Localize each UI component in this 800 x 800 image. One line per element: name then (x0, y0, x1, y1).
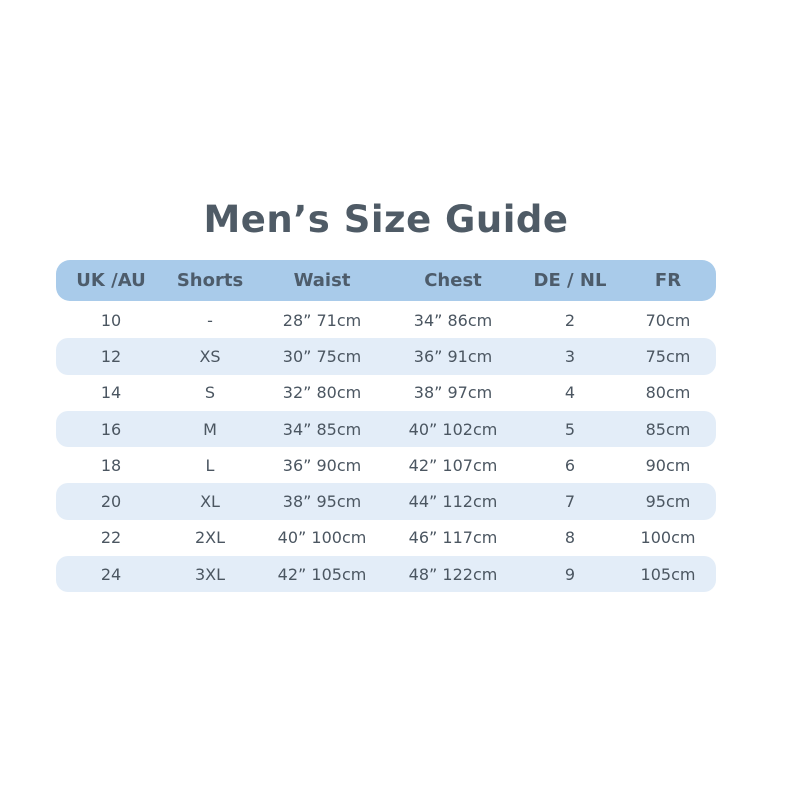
table-cell: 40” 102cm (408, 419, 498, 439)
table-cell: 3 (564, 346, 576, 366)
table-cell: 38” 97cm (413, 383, 493, 403)
table-header: UK /AU Shorts Waist Chest DE / NL FR (56, 260, 716, 301)
table-cell: 10 (100, 310, 122, 330)
table-cell: 7 (564, 492, 576, 512)
table-cell: 6 (564, 455, 576, 475)
table-cell: 32” 80cm (282, 383, 362, 403)
table-cell: 36” 91cm (413, 346, 493, 366)
table-cell: 80cm (645, 383, 691, 403)
table-cell: 100cm (640, 528, 696, 548)
table-row: 12 XS 30” 75cm 36” 91cm 3 75cm (56, 338, 716, 375)
table-cell: 34” 85cm (282, 419, 362, 439)
table-cell: 18 (100, 455, 122, 475)
table-cell: L (205, 455, 215, 475)
table-cell: 3XL (194, 564, 226, 584)
table-row: 16 M 34” 85cm 40” 102cm 5 85cm (56, 410, 716, 448)
table-row: 24 3XL 42” 105cm 48” 122cm 9 105cm (56, 556, 716, 593)
column-header: FR (654, 270, 682, 291)
column-header: Shorts (176, 270, 244, 291)
table-cell: 34” 86cm (413, 310, 493, 330)
table-cell: 42” 107cm (408, 455, 498, 475)
table-cell: 40” 100cm (277, 528, 367, 548)
table-cell: 46” 117cm (408, 528, 498, 548)
table-cell: 75cm (645, 346, 691, 366)
table-cell: 8 (564, 528, 576, 548)
table-cell: 2 (564, 310, 576, 330)
table-cell: - (207, 310, 213, 330)
table-row: 22 2XL 40” 100cm 46” 117cm 8 100cm (56, 520, 716, 556)
table-cell: 44” 112cm (408, 492, 498, 512)
table-cell: XL (200, 492, 220, 512)
table-cell: 90cm (645, 455, 691, 475)
table-cell: S (204, 383, 216, 403)
table-cell: 38” 95cm (282, 492, 362, 512)
size-table: UK /AU Shorts Waist Chest DE / NL FR 10 - 28” 7… (56, 260, 716, 593)
table-cell: 30” 75cm (282, 346, 362, 366)
table-cell: 95cm (645, 492, 691, 512)
page-title: Men’s Size Guide (203, 198, 569, 241)
table-row: 18 L 36” 90cm 42” 107cm 6 90cm (56, 447, 716, 483)
table-cell: 42” 105cm (277, 564, 367, 584)
table-cell: 20 (100, 492, 122, 512)
table-cell: 9 (564, 564, 576, 584)
table-cell: 48” 122cm (408, 564, 498, 584)
table-row: 10 - 28” 71cm 34” 86cm 2 70cm (56, 302, 716, 338)
table-cell: 22 (100, 528, 122, 548)
table-cell: 24 (100, 564, 122, 584)
column-header: Chest (424, 270, 482, 291)
table-cell: 28” 71cm (282, 310, 362, 330)
table-cell: 2XL (194, 528, 226, 548)
table-cell: 4 (564, 383, 576, 403)
table-cell: 36” 90cm (282, 455, 362, 475)
column-header: DE / NL (533, 270, 607, 291)
table-cell: 85cm (645, 419, 691, 439)
table-cell: 12 (100, 346, 122, 366)
table-cell: 16 (100, 419, 122, 439)
table-cell: 5 (564, 419, 576, 439)
table-row: 14 S 32” 80cm 38” 97cm 4 80cm (56, 375, 716, 411)
table-cell: 14 (100, 383, 122, 403)
table-cell: M (203, 419, 217, 439)
column-header: Waist (293, 270, 351, 291)
table-cell: XS (199, 346, 221, 366)
table-cell: 70cm (645, 310, 691, 330)
column-header: UK /AU (76, 270, 146, 291)
table-row: 20 XL 38” 95cm 44” 112cm 7 95cm (56, 483, 716, 520)
table-cell: 105cm (640, 564, 696, 584)
